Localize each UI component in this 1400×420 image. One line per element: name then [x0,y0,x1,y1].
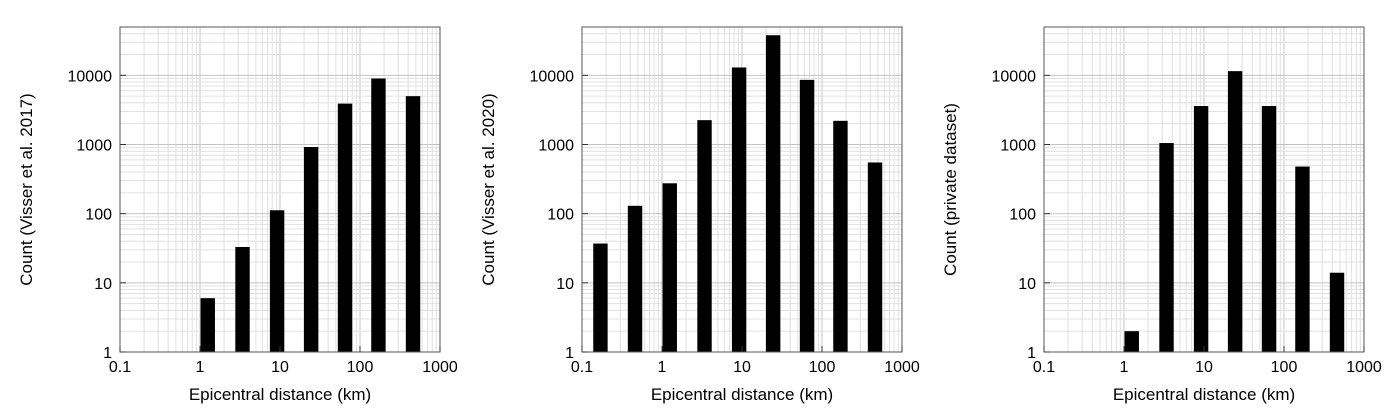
x-tick-label: 100 [347,359,374,376]
x-tick-label: 1 [196,359,205,376]
x-tick-label: 1000 [422,359,458,376]
y-tick-label: 100 [547,207,574,224]
x-tick-label: 0.1 [109,359,131,376]
bar [867,162,883,352]
y-tick-label: 10 [94,276,112,293]
bar [731,67,747,353]
y-tick-label: 100 [1009,207,1036,224]
bar [662,183,677,352]
x-tick-label: 10 [733,359,751,376]
bar [303,147,319,352]
y-tick-label: 10 [1018,276,1036,293]
y-tick-label: 1000 [1000,138,1036,155]
y-tick-label: 10000 [992,68,1037,85]
y-tick-label: 1000 [538,138,574,155]
bar [627,205,643,352]
y-tick-label: 10000 [530,68,575,85]
bar [1329,272,1345,352]
y-axis-label: Count (Visser et al. 2017) [17,93,36,285]
bars [200,78,421,353]
bar [799,79,815,352]
bar [1295,166,1310,352]
bars [1124,71,1345,353]
x-tick-label: 1000 [884,359,920,376]
y-tick-label: 1 [565,345,574,362]
x-tick-label: 0.1 [571,359,593,376]
bar [337,103,353,352]
y-tick-label: 100 [85,207,112,224]
y-tick-label: 1 [103,345,112,362]
bar [405,96,421,352]
bar [1193,106,1209,353]
x-tick-label: 0.1 [1033,359,1055,376]
x-tick-label: 1 [1120,359,1129,376]
x-tick-label: 1 [658,359,667,376]
y-axis-label: Count (private dataset) [941,103,960,276]
x-axis-label: Epicentral distance (km) [189,385,371,404]
bar [1261,106,1277,353]
bar [833,120,848,352]
y-axis-label: Count (Visser et al. 2020) [479,93,498,285]
bars [593,35,883,353]
x-axis-label: Epicentral distance (km) [651,385,833,404]
x-tick-label: 10 [1195,359,1213,376]
y-tick-label: 10 [556,276,574,293]
bar [1227,71,1243,353]
x-tick-label: 1000 [1346,359,1382,376]
x-axis-label: Epicentral distance (km) [1113,385,1295,404]
bar [269,210,285,352]
y-tick-label: 1000 [76,138,112,155]
bar [1159,143,1174,352]
bar [200,298,215,352]
x-tick-label: 100 [1271,359,1298,376]
bar [697,120,712,352]
bar [593,243,608,352]
bar [371,78,386,353]
y-tick-label: 10000 [68,68,113,85]
y-tick-label: 1 [1027,345,1036,362]
bar [1124,331,1139,352]
bar [765,35,781,353]
x-tick-label: 100 [809,359,836,376]
x-tick-label: 10 [271,359,289,376]
bar [235,246,250,352]
